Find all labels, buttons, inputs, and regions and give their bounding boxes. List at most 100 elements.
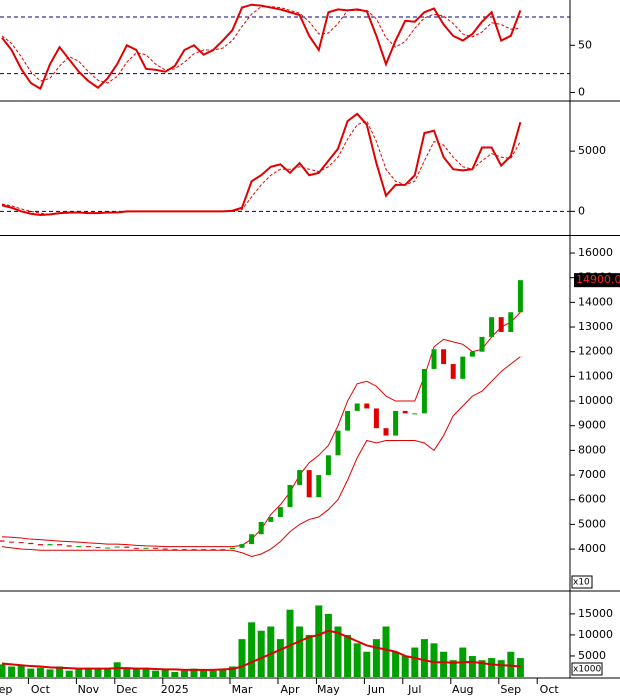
series-line: [1, 311, 521, 548]
volume-bar: [113, 662, 121, 677]
candle: [287, 484, 293, 508]
y-tick-label: 12000: [578, 345, 613, 358]
volume-bar: [286, 609, 294, 677]
volume-bar: [36, 667, 44, 677]
y-tick-label: 10000: [578, 394, 613, 407]
candle: [421, 368, 427, 414]
candle: [66, 545, 72, 547]
unit-box: [571, 575, 593, 589]
candle: [210, 549, 216, 551]
y-tick-label: 5000: [578, 144, 606, 157]
volume-bar: [161, 669, 169, 677]
candle: [277, 507, 283, 517]
y-tick-label: 50: [578, 38, 592, 51]
volume-bar: [516, 658, 524, 677]
volume-bar: [56, 666, 64, 677]
candle: [498, 317, 504, 332]
candle: [393, 410, 399, 436]
y-tick-label: 11000: [578, 369, 613, 382]
volume-bar: [132, 669, 140, 677]
x-tick-label: Apr: [280, 683, 300, 696]
candle: [76, 546, 82, 548]
volume-bar: [363, 651, 371, 677]
last-price-box: [574, 273, 620, 288]
candle: [441, 349, 447, 365]
volume-bar: [468, 655, 476, 677]
candle: [450, 364, 456, 379]
volume-bar: [94, 669, 102, 677]
volume-bar: [200, 669, 208, 677]
candle: [37, 544, 43, 546]
last-price-label: 14900.0: [576, 273, 620, 286]
candle: [508, 312, 514, 332]
unit-label: x10: [573, 578, 590, 588]
x-tick-label: Mar: [232, 683, 253, 696]
x-tick-label: Aug: [452, 683, 473, 696]
volume-bar: [238, 639, 246, 677]
volume-bar: [209, 670, 217, 677]
y-tick-label: 0: [578, 204, 585, 217]
candle: [201, 549, 207, 551]
candle: [412, 413, 418, 415]
candle: [335, 430, 341, 456]
candle: [383, 428, 389, 436]
x-tick-label: Dec: [116, 683, 137, 696]
candle: [431, 349, 437, 369]
volume-bar: [305, 634, 313, 677]
y-tick-label: 14000: [578, 295, 613, 308]
unit-box: [571, 662, 603, 676]
y-tick-label: 16000: [578, 246, 613, 259]
y-tick-label: 8000: [578, 443, 606, 456]
candle: [479, 336, 485, 352]
candle: [95, 547, 101, 549]
volume-bar: [315, 605, 323, 677]
volume-bar: [392, 651, 400, 677]
y-tick-label: 13000: [578, 320, 613, 333]
volume-bar: [46, 669, 54, 677]
candle: [373, 408, 379, 429]
y-tick-label: 5000: [578, 517, 606, 530]
candle: [268, 516, 274, 522]
candle: [105, 547, 111, 549]
volume-bar: [440, 651, 448, 677]
volume-bar: [411, 647, 419, 677]
candle: [153, 547, 159, 549]
x-tick-label: Oct: [540, 683, 560, 696]
candle: [249, 534, 255, 545]
volume-bar: [248, 622, 256, 677]
volume-bar: [334, 626, 342, 677]
volume-bar: [104, 668, 112, 677]
volume-bar: [152, 670, 160, 677]
volume-bar: [372, 639, 380, 677]
candle: [258, 521, 264, 535]
series-line: [1, 356, 521, 557]
volume-bar: [228, 666, 236, 677]
volume-bar: [84, 667, 92, 677]
volume-bar: [420, 639, 428, 677]
panel: [0, 280, 523, 557]
y-tick-label: 5000: [578, 649, 606, 662]
x-tick-label: Jul: [407, 683, 421, 696]
series-line: [1, 3, 522, 91]
y-tick-label: 6000: [578, 493, 606, 506]
volume-bar: [257, 630, 265, 677]
y-tick-label: 0: [578, 85, 585, 98]
volume-bar: [17, 665, 25, 677]
series-line: [1, 120, 521, 215]
candle: [239, 544, 245, 548]
candle: [18, 542, 24, 544]
volume-bar: [65, 670, 73, 677]
volume-bar: [180, 670, 188, 677]
candle: [114, 546, 120, 548]
volume-bar: [488, 658, 496, 677]
candle: [469, 351, 475, 357]
candle: [181, 549, 187, 551]
volume-bar: [8, 666, 16, 677]
volume-bar: [142, 667, 150, 677]
candle: [229, 547, 235, 550]
unit-label: x1000: [573, 665, 602, 675]
candle: [316, 475, 322, 498]
x-tick-label: Jun: [367, 683, 385, 696]
candle: [172, 549, 178, 551]
